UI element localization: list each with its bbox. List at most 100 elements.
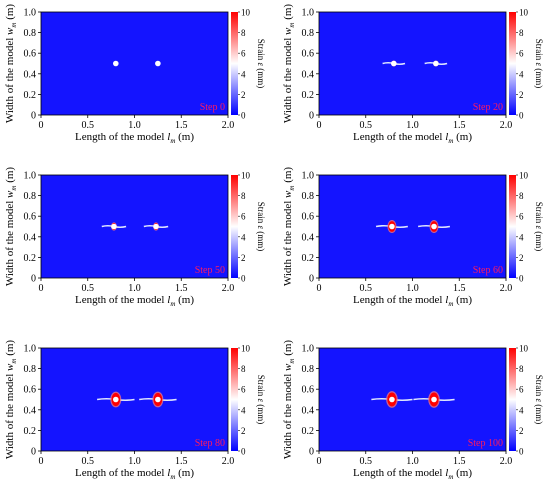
- colorbar-tick-label: 8: [241, 364, 246, 374]
- y-axis-label-text: Width of the model: [282, 198, 294, 286]
- x-tick-label: 2.0: [222, 456, 235, 467]
- y-axis-symbol: w: [4, 190, 16, 198]
- x-tick-label: 0.5: [360, 283, 373, 294]
- y-axis-label-text: Width of the model: [282, 35, 294, 123]
- colorbar-label: Strain ε (mm): [534, 202, 544, 252]
- x-axis-symbol: l: [445, 467, 448, 479]
- colorbar-symbol: ε: [256, 62, 266, 66]
- colorbar-tick-label: 10: [241, 344, 251, 354]
- x-tick-label: 1.5: [175, 283, 188, 294]
- y-tick-label: 0.4: [302, 69, 315, 80]
- colorbar-label: Strain ε (mm): [534, 375, 544, 425]
- colorbar-tick-label: 2: [519, 90, 524, 100]
- strain-field: [41, 175, 228, 278]
- x-axis-unit: (m): [175, 131, 194, 143]
- x-axis-label-text: Length of the model: [353, 467, 445, 479]
- y-tick-label: 0.2: [24, 426, 37, 437]
- colorbar-tick-label: 2: [519, 253, 524, 263]
- y-tick-label: 0.2: [24, 253, 37, 264]
- x-axis-unit: (m): [175, 294, 194, 306]
- y-tick-label: 1.0: [302, 344, 315, 355]
- colorbar-tick-label: 6: [519, 385, 524, 395]
- y-tick-label: 0.4: [302, 232, 315, 243]
- colorbar-tick-label: 10: [241, 171, 251, 181]
- y-tick-label: 0.8: [24, 364, 37, 375]
- x-tick-label: 0: [317, 283, 322, 294]
- y-tick-label: 0: [31, 274, 36, 285]
- x-tick-label: 1.0: [128, 456, 141, 467]
- colorbar-label-text: Strain: [534, 39, 544, 63]
- hole-marker: [155, 60, 161, 67]
- step-label: Step 0: [200, 102, 225, 113]
- y-tick-label: 0.2: [302, 253, 315, 264]
- step-label: Step 60: [473, 265, 503, 276]
- colorbar-tick-label: 8: [519, 191, 524, 201]
- x-tick-label: 0: [317, 456, 322, 467]
- colorbar-tick-label: 10: [519, 171, 529, 181]
- y-tick-label: 0: [31, 111, 36, 122]
- hole-marker: [431, 223, 437, 230]
- y-axis-subscript: m: [10, 23, 18, 28]
- y-tick-label: 0.8: [302, 364, 315, 375]
- step-label: Step 100: [468, 438, 503, 449]
- y-tick-label: 0: [309, 111, 314, 122]
- colorbar-tick-label: 2: [519, 426, 524, 436]
- colorbar-symbol: ε: [534, 398, 544, 402]
- x-axis-symbol: l: [167, 294, 170, 306]
- x-axis-subscript: m: [448, 300, 453, 308]
- colorbar-label: Strain ε (mm): [256, 375, 266, 425]
- x-tick-label: 2.0: [500, 456, 513, 467]
- colorbar-tick-label: 10: [241, 8, 251, 18]
- step-label: Step 20: [473, 102, 503, 113]
- colorbar-label-text: Strain: [534, 202, 544, 226]
- colorbar-label-text: Strain: [256, 202, 266, 226]
- x-tick-label: 0.5: [82, 456, 95, 467]
- y-axis-label: Width of the model wm (m): [282, 4, 296, 124]
- x-tick-label: 0: [317, 120, 322, 131]
- x-tick-label: 1.5: [175, 120, 188, 131]
- y-tick-label: 0: [309, 447, 314, 458]
- hole-marker: [431, 396, 437, 403]
- x-axis-label: Length of the model lm (m): [75, 294, 194, 308]
- y-axis-subscript: m: [288, 186, 296, 191]
- y-axis-unit: (m): [282, 167, 294, 186]
- step-label: Step 50: [195, 265, 225, 276]
- y-tick-label: 0.2: [24, 90, 37, 101]
- x-axis-unit: (m): [453, 467, 472, 479]
- colorbar-unit: (mm): [534, 229, 544, 251]
- colorbar-tick-label: 6: [241, 212, 246, 222]
- hole-marker: [153, 223, 159, 230]
- y-tick-label: 0.4: [302, 405, 315, 416]
- hole-marker: [391, 60, 397, 67]
- x-tick-label: 1.0: [406, 456, 419, 467]
- x-axis-subscript: m: [448, 137, 453, 145]
- x-tick-label: 1.5: [453, 120, 466, 131]
- colorbar-tick-label: 8: [519, 364, 524, 374]
- y-axis-unit: (m): [4, 340, 16, 359]
- hole-marker: [155, 396, 161, 403]
- x-axis-symbol: l: [445, 131, 448, 143]
- x-axis-label-text: Length of the model: [353, 294, 445, 306]
- x-axis-symbol: l: [167, 131, 170, 143]
- colorbar-tick-label: 0: [241, 274, 246, 284]
- colorbar-label: Strain ε (mm): [256, 39, 266, 89]
- colorbar-tick-label: 6: [519, 212, 524, 222]
- y-tick-label: 0.4: [24, 405, 37, 416]
- y-tick-label: 1.0: [24, 171, 37, 182]
- y-tick-label: 0.4: [24, 232, 37, 243]
- y-tick-label: 0.6: [302, 49, 315, 60]
- x-axis-label: Length of the model lm (m): [353, 294, 472, 308]
- y-axis-subscript: m: [10, 186, 18, 191]
- colorbar-symbol: ε: [534, 225, 544, 229]
- x-axis-label-text: Length of the model: [353, 131, 445, 143]
- colorbar: [509, 348, 516, 451]
- y-axis-symbol: w: [282, 27, 294, 35]
- x-tick-label: 1.0: [128, 120, 141, 131]
- y-axis-label: Width of the model wm (m): [4, 167, 18, 287]
- colorbar: [231, 12, 238, 115]
- x-axis-subscript: m: [448, 473, 453, 481]
- y-axis-label-text: Width of the model: [282, 371, 294, 459]
